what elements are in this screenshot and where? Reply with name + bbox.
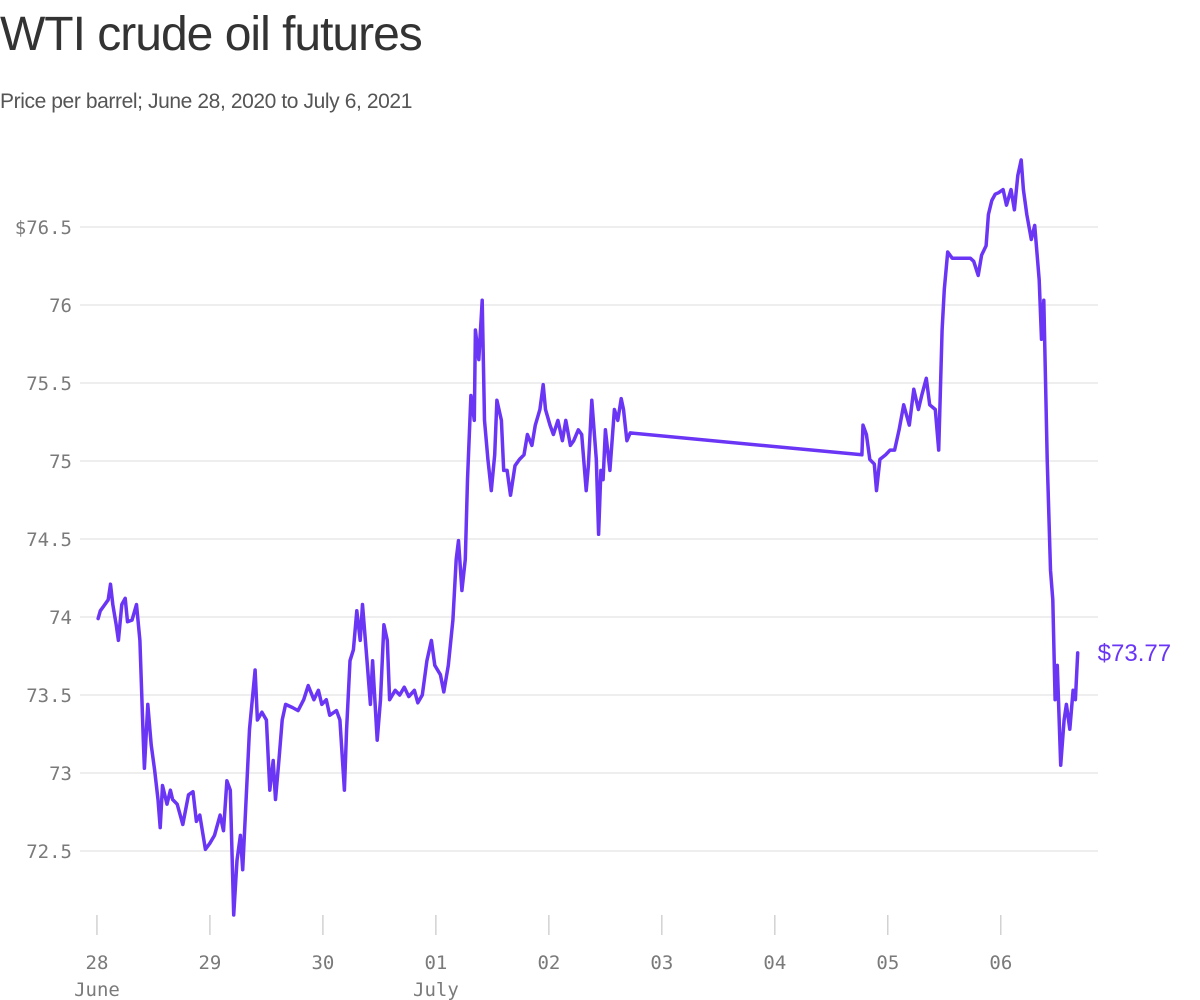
x-tick-label: 02 [537,952,560,974]
x-tick-label: 05 [876,952,899,974]
y-tick-label: 76 [49,295,72,317]
y-tick-label: 73 [49,763,72,785]
y-tick-label: 75.5 [26,373,72,395]
y-tick-label: 72.5 [26,841,72,863]
x-tick-label: 01 [424,952,447,974]
x-tick-label: 06 [989,952,1012,974]
y-tick-label: 73.5 [26,685,72,707]
y-tick-label: 74.5 [26,529,72,551]
end-value-label: $73.77 [1098,640,1171,667]
x-tick-label: 03 [650,952,673,974]
month-label: June [74,979,120,1000]
price-line [96,158,1080,917]
chart-subtitle: Price per barrel; June 28, 2020 to July … [0,90,412,113]
y-tick-label: $76.5 [15,217,72,239]
month-label: July [413,979,459,1000]
y-tick-label: 74 [49,607,72,629]
x-tick-label: 30 [311,952,334,974]
y-tick-label: 75 [49,451,72,473]
chart-title: WTI crude oil futures [0,8,422,61]
x-tick-label: 28 [86,952,109,974]
x-tick-label: 29 [198,952,221,974]
x-tick-label: 04 [763,952,786,974]
